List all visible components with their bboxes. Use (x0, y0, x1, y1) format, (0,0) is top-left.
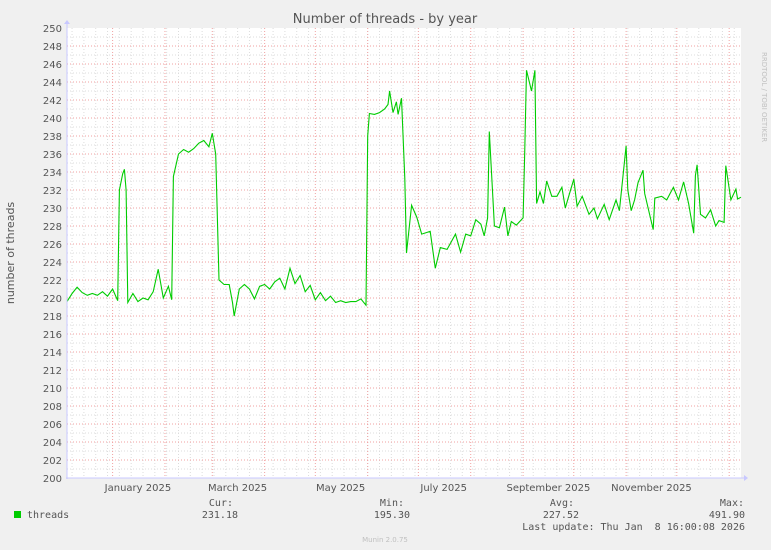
munin-version-footer: Munin 2.0.75 (362, 536, 408, 544)
threads-series-line (66, 70, 742, 317)
grid (67, 28, 741, 478)
y-axis-label: number of threads (4, 202, 17, 305)
chart-title: Number of threads - by year (293, 12, 478, 27)
x-axis-arrow-icon (744, 475, 748, 481)
x-tick-label: January 2025 (104, 483, 172, 494)
x-tick-label: September 2025 (506, 483, 590, 494)
y-tick-label: 232 (43, 186, 62, 197)
y-tick-label: 210 (43, 384, 62, 395)
x-tick-label: May 2025 (316, 483, 365, 494)
y-tick-label: 222 (43, 276, 62, 287)
y-tick-label: 234 (43, 168, 62, 179)
legend-avg-label: Avg: (550, 498, 574, 509)
x-tick-label: July 2025 (419, 483, 467, 494)
y-tick-label: 236 (43, 150, 62, 161)
rrdtool-watermark: RRDTOOL / TOBI OETIKER (760, 52, 768, 142)
y-tick-label: 240 (43, 114, 62, 125)
y-tick-label: 214 (43, 348, 62, 359)
y-tick-label: 226 (43, 240, 62, 251)
legend-max-value: 491.90 (709, 510, 745, 521)
y-tick-label: 208 (43, 402, 62, 413)
y-tick-label: 246 (43, 60, 62, 71)
x-tick-label: November 2025 (611, 483, 692, 494)
legend-min-value: 195.30 (374, 510, 410, 521)
y-tick-label: 212 (43, 366, 62, 377)
y-tick-label: 238 (43, 132, 62, 143)
y-tick-label: 224 (43, 258, 62, 269)
y-tick-labels: 200 202 204 206 208 210 212 214 216 218 220 222 224 2… (43, 24, 62, 485)
y-tick-label: 206 (43, 420, 62, 431)
legend-color-swatch (14, 511, 21, 518)
legend-cur-value: 231.18 (202, 510, 238, 521)
legend-series-name: threads (27, 510, 69, 521)
y-tick-label: 242 (43, 96, 62, 107)
y-tick-label: 202 (43, 456, 62, 467)
legend-max-label: Max: (720, 498, 744, 509)
y-tick-label: 218 (43, 312, 62, 323)
y-tick-label: 230 (43, 204, 62, 215)
y-tick-label: 228 (43, 222, 62, 233)
legend-min-label: Min: (380, 498, 404, 509)
y-tick-label: 244 (43, 78, 62, 89)
y-tick-label: 216 (43, 330, 62, 341)
y-tick-label: 220 (43, 294, 62, 305)
last-update: Last update: Thu Jan 8 16:00:08 2026 (522, 522, 745, 533)
y-tick-label: 248 (43, 42, 62, 53)
legend-cur-label: Cur: (209, 498, 233, 509)
y-tick-label: 204 (43, 438, 62, 449)
y-tick-label: 200 (43, 474, 62, 485)
legend-avg-value: 227.52 (543, 510, 579, 521)
x-tick-labels: January 2025 March 2025 May 2025 July 2025 S… (104, 483, 692, 494)
x-tick-label: March 2025 (208, 483, 267, 494)
y-axis-arrow-icon (64, 20, 70, 24)
y-tick-label: 250 (43, 24, 62, 35)
